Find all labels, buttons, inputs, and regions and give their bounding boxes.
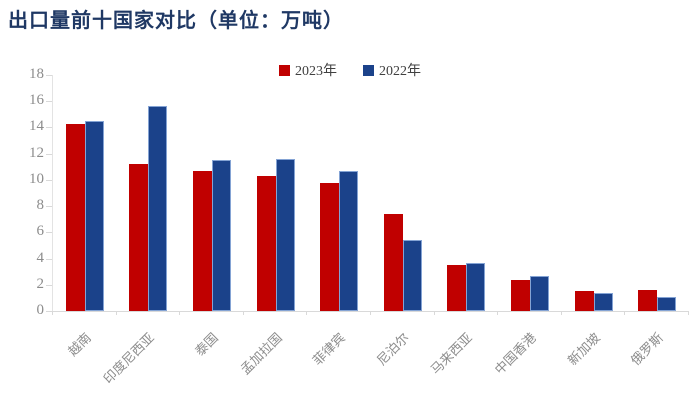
bar-2022年-泰国 (211, 160, 231, 311)
x-axis-tick (242, 311, 244, 315)
y-axis-tick-label: 10 (29, 170, 44, 187)
bar-group (307, 75, 371, 311)
legend-item-2022: 2022年 (363, 60, 421, 80)
legend-item-2023: 2023年 (279, 60, 337, 80)
y-axis-tick-label: 6 (36, 223, 45, 240)
y-axis-tick-label: 0 (36, 302, 45, 318)
bar-2022年-印度尼西亚 (148, 106, 168, 311)
x-axis-tick (115, 311, 117, 315)
x-axis-tick (688, 311, 689, 315)
x-axis-tick (52, 311, 53, 315)
bar-2023年-新加坡 (574, 291, 594, 311)
bar-group (498, 75, 562, 311)
bar-2023年-俄罗斯 (638, 290, 658, 311)
bar-2023年-越南 (65, 123, 85, 311)
x-axis-tick (179, 311, 181, 315)
legend-label-2022: 2022年 (379, 64, 421, 79)
bar-group (244, 75, 308, 311)
legend: 2023年 2022年 (0, 60, 700, 80)
y-axis-tick (46, 311, 52, 312)
bar-2022年-新加坡 (593, 292, 613, 311)
bar-2023年-马来西亚 (447, 265, 467, 311)
y-axis-tick-label: 14 (29, 118, 44, 135)
bar-2023年-菲律宾 (320, 182, 340, 311)
y-axis-tick (46, 127, 52, 129)
bar-2022年-俄罗斯 (657, 296, 677, 311)
bar-2023年-中国香港 (510, 279, 530, 311)
y-axis-tick (46, 284, 52, 286)
bar-2022年-尼泊尔 (402, 240, 422, 311)
y-axis-tick (46, 232, 52, 234)
y-axis-tick (46, 153, 52, 155)
y-axis-tick-label: 4 (36, 249, 45, 266)
bar-2023年-尼泊尔 (383, 213, 403, 311)
x-axis-tick (560, 311, 562, 315)
plot-area (52, 75, 689, 312)
x-axis-tick (497, 311, 499, 315)
bar-group (562, 75, 626, 311)
bar-2022年-孟加拉国 (275, 158, 295, 311)
bar-group (53, 75, 117, 311)
y-axis-tick (46, 206, 52, 208)
x-axis-tick (370, 311, 371, 315)
bar-2022年-马来西亚 (466, 262, 486, 311)
chart-canvas: { "title": "出口量前十国家对比（单位：万吨）", "colors":… (0, 10, 700, 387)
bar-2023年-孟加拉国 (256, 175, 276, 311)
bar-group (371, 75, 435, 311)
bar-group (117, 75, 181, 311)
bar-group (625, 75, 689, 311)
y-axis-tick-label: 18 (29, 66, 44, 82)
y-axis-tick (46, 75, 52, 76)
y-axis-tick (46, 101, 52, 103)
legend-swatch-2023 (279, 64, 290, 76)
x-axis-tick (306, 311, 308, 315)
y-axis-tick-label: 16 (29, 92, 44, 109)
bar-2022年-中国香港 (529, 275, 549, 311)
bar-group (435, 75, 499, 311)
legend-swatch-2022 (363, 64, 374, 76)
y-axis-tick (46, 258, 52, 260)
bar-2023年-印度尼西亚 (129, 164, 149, 311)
bar-2022年-菲律宾 (339, 170, 359, 311)
x-axis-tick (433, 311, 435, 315)
bar-2023年-泰国 (192, 170, 212, 311)
y-axis-tick-label: 12 (29, 144, 44, 161)
chart-title: 出口量前十国家对比（单位：万吨） (8, 10, 344, 32)
bar-2022年-越南 (84, 120, 104, 311)
bar-group (180, 75, 244, 311)
bar-groups (53, 75, 689, 311)
y-axis-tick (46, 179, 52, 181)
y-axis-tick-label: 8 (36, 197, 45, 214)
legend-label-2023: 2023年 (295, 64, 337, 79)
y-axis-tick-label: 2 (36, 275, 45, 292)
x-axis-tick (624, 311, 626, 315)
